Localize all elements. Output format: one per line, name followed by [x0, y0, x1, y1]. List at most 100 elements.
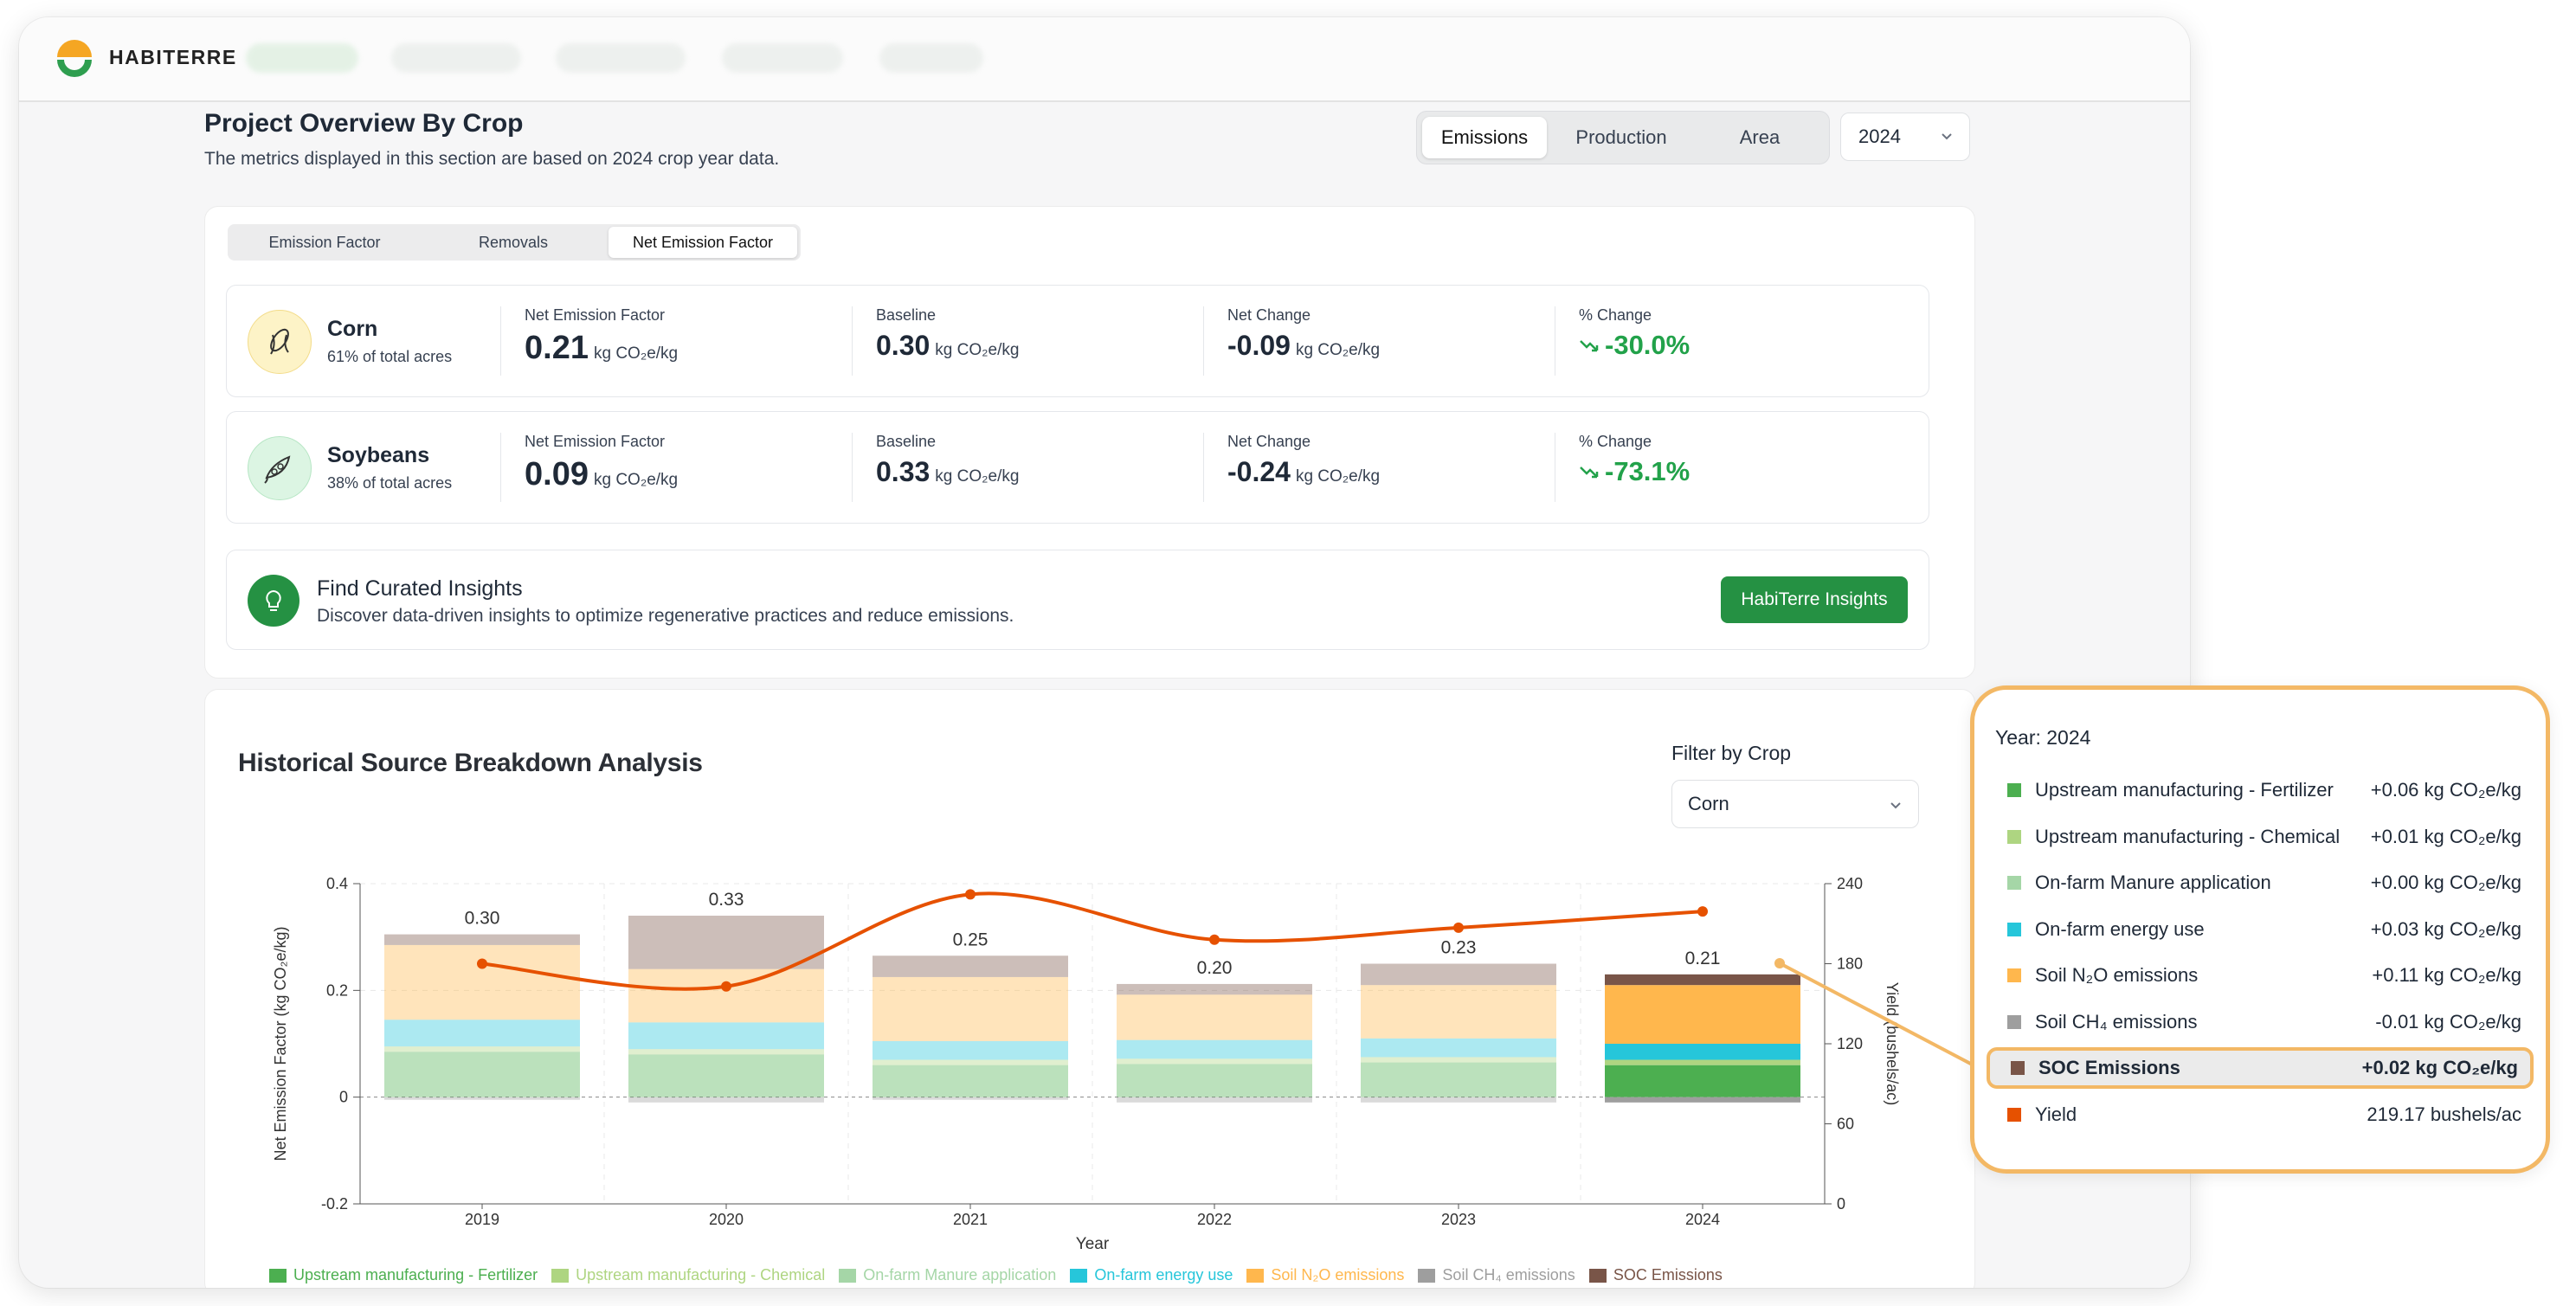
tooltip-row: Soil N₂O emissions +0.11 kg CO₂e/kg: [1987, 955, 2534, 996]
tooltip-label: On-farm energy use: [2035, 917, 2205, 940]
metric-label: Net Change: [1227, 306, 1311, 324]
bar-segment: [1605, 985, 1800, 1044]
metric-label: % Change: [1579, 306, 1652, 324]
tab-emission-factor[interactable]: Emission Factor: [268, 233, 381, 251]
bar-total-label: 0.21: [1685, 949, 1721, 968]
y2-tick-label: 120: [1837, 1035, 1863, 1052]
legend-item[interactable]: On-farm Manure application: [839, 1266, 1056, 1284]
tooltip-year: Year: 2024: [1995, 726, 2091, 749]
metric-label: Baseline: [876, 433, 937, 450]
year-select[interactable]: 2024: [1840, 113, 1970, 161]
tab-area[interactable]: Area: [1739, 126, 1781, 148]
crop-row-corn: Corn 61% of total acres Net Emission Fac…: [226, 285, 1929, 397]
unit-label: kg CO₂e/kg: [1295, 341, 1381, 359]
tooltip-swatch: [2007, 829, 2021, 844]
nav-tab-blurred[interactable]: [879, 43, 983, 73]
divider: [852, 306, 853, 376]
pct-change-value: -30.0%: [1605, 330, 1690, 360]
tab-production[interactable]: Production: [1575, 126, 1667, 148]
top-navigation-bar: HabiTerre: [19, 17, 2190, 102]
bar-segment: [1117, 1058, 1312, 1065]
history-title: Historical Source Breakdown Analysis: [238, 749, 703, 777]
tooltip-label: On-farm Manure application: [2035, 872, 2271, 893]
legend-swatch: [1246, 1268, 1265, 1283]
legend-swatch: [1588, 1268, 1607, 1283]
yield-point: [721, 981, 731, 992]
legend-item[interactable]: Upstream manufacturing - Chemical: [551, 1266, 825, 1284]
legend-swatch: [551, 1268, 570, 1283]
nav-tab-blurred[interactable]: [246, 43, 358, 73]
bar-total-label: 0.23: [1441, 938, 1477, 958]
bar-segment: [1361, 1097, 1556, 1103]
tooltip-swatch: [2007, 1107, 2021, 1122]
bar-segment: [384, 1052, 580, 1097]
tooltip-row: On-farm Manure application +0.00 kg CO₂e/…: [1987, 862, 2534, 904]
insights-banner: Find Curated Insights Discover data-driv…: [226, 550, 1929, 650]
metric-label: Net Emission Factor: [525, 306, 666, 324]
soybean-icon: [248, 436, 312, 500]
nav-tab-blurred[interactable]: [722, 43, 843, 73]
x-tick-label: 2019: [465, 1211, 499, 1228]
legend-swatch: [269, 1268, 287, 1283]
tab-net-emission-factor[interactable]: Net Emission Factor: [609, 227, 797, 258]
bar-total-label: 0.20: [1197, 958, 1233, 978]
yield-point: [1209, 934, 1220, 945]
y-axis-label: Net Emission Factor (kg CO₂e/kg): [272, 926, 289, 1161]
brand-logo[interactable]: HabiTerre: [52, 35, 237, 80]
chart-tooltip: Year: 2024 Upstream manufacturing - Fert…: [1970, 685, 2550, 1174]
bar-segment: [1117, 1039, 1312, 1059]
bar-segment: [384, 1020, 580, 1047]
bar-segment: [628, 1022, 824, 1050]
bar-segment: [1605, 1059, 1800, 1065]
bar-segment: [873, 1097, 1068, 1100]
yield-line: [481, 891, 1703, 991]
tooltip-row: Soil CH₄ emissions -0.01 kg CO₂e/kg: [1987, 1001, 2534, 1043]
bar-segment: [873, 976, 1068, 1041]
metric-label: Baseline: [876, 306, 937, 324]
y-tick-label: 0.4: [326, 875, 348, 892]
crop-metrics-card: Emission Factor Removals Net Emission Fa…: [204, 206, 1975, 679]
tooltip-label: Yield: [2035, 1103, 2077, 1125]
unit-label: kg CO₂e/kg: [593, 344, 679, 363]
corn-icon: [248, 310, 312, 374]
legend-item[interactable]: Soil N₂O emissions: [1246, 1266, 1404, 1284]
app-window: HabiTerre Project Overview By Crop The m…: [19, 17, 2190, 1288]
y-tick-label: -0.2: [321, 1195, 348, 1213]
tooltip-row: Upstream manufacturing - Chemical +0.01 k…: [1987, 816, 2534, 858]
bar-segment: [1117, 1097, 1312, 1103]
baseline-metric: Baseline 0.30 kg CO₂e/kg: [876, 306, 1019, 362]
nav-tab-blurred[interactable]: [391, 43, 521, 73]
divider: [852, 433, 853, 502]
habiterre-insights-button[interactable]: HabiTerre Insights: [1721, 576, 1908, 623]
metric-label: % Change: [1579, 433, 1652, 450]
legend-item[interactable]: On-farm energy use: [1070, 1266, 1233, 1284]
tab-emissions[interactable]: Emissions: [1422, 117, 1547, 158]
crop-filter-select[interactable]: Corn: [1671, 780, 1919, 828]
tooltip-swatch: [2007, 968, 2021, 982]
chart-legend: Upstream manufacturing - Fertilizer Upstr…: [269, 1266, 1862, 1288]
divider: [500, 306, 501, 376]
legend-item[interactable]: Soil CH₄ emissions: [1418, 1266, 1575, 1284]
crop-filter-value: Corn: [1688, 793, 1729, 814]
legend-label: Upstream manufacturing - Fertilizer: [293, 1266, 538, 1283]
legend-item[interactable]: SOC Emissions: [1588, 1266, 1723, 1284]
legend-item[interactable]: Upstream manufacturing - Fertilizer: [269, 1266, 538, 1284]
tooltip-swatch: [2007, 1014, 2021, 1029]
tooltip-label: SOC Emissions: [2038, 1057, 2180, 1078]
bar-segment: [628, 1054, 824, 1097]
unit-label: kg CO₂e/kg: [593, 471, 679, 489]
y2-tick-label: 60: [1837, 1116, 1854, 1133]
bar-segment: [628, 1097, 824, 1103]
nav-tab-blurred[interactable]: [556, 43, 686, 73]
legend-label: SOC Emissions: [1613, 1266, 1723, 1283]
x-tick-label: 2024: [1685, 1211, 1720, 1228]
tooltip-value: +0.03 kg CO₂e/kg: [2370, 917, 2521, 940]
history-chart: 0.40.20-0.22401801206000.3020190.3320200…: [272, 875, 1901, 1253]
bar-segment: [1605, 1044, 1800, 1060]
bar-segment: [1117, 983, 1312, 995]
bar-segment: [1605, 1065, 1800, 1097]
y2-tick-label: 180: [1837, 955, 1863, 973]
tab-removals[interactable]: Removals: [478, 233, 549, 251]
baseline-value: 0.30: [876, 330, 931, 361]
yield-point: [1453, 922, 1464, 933]
